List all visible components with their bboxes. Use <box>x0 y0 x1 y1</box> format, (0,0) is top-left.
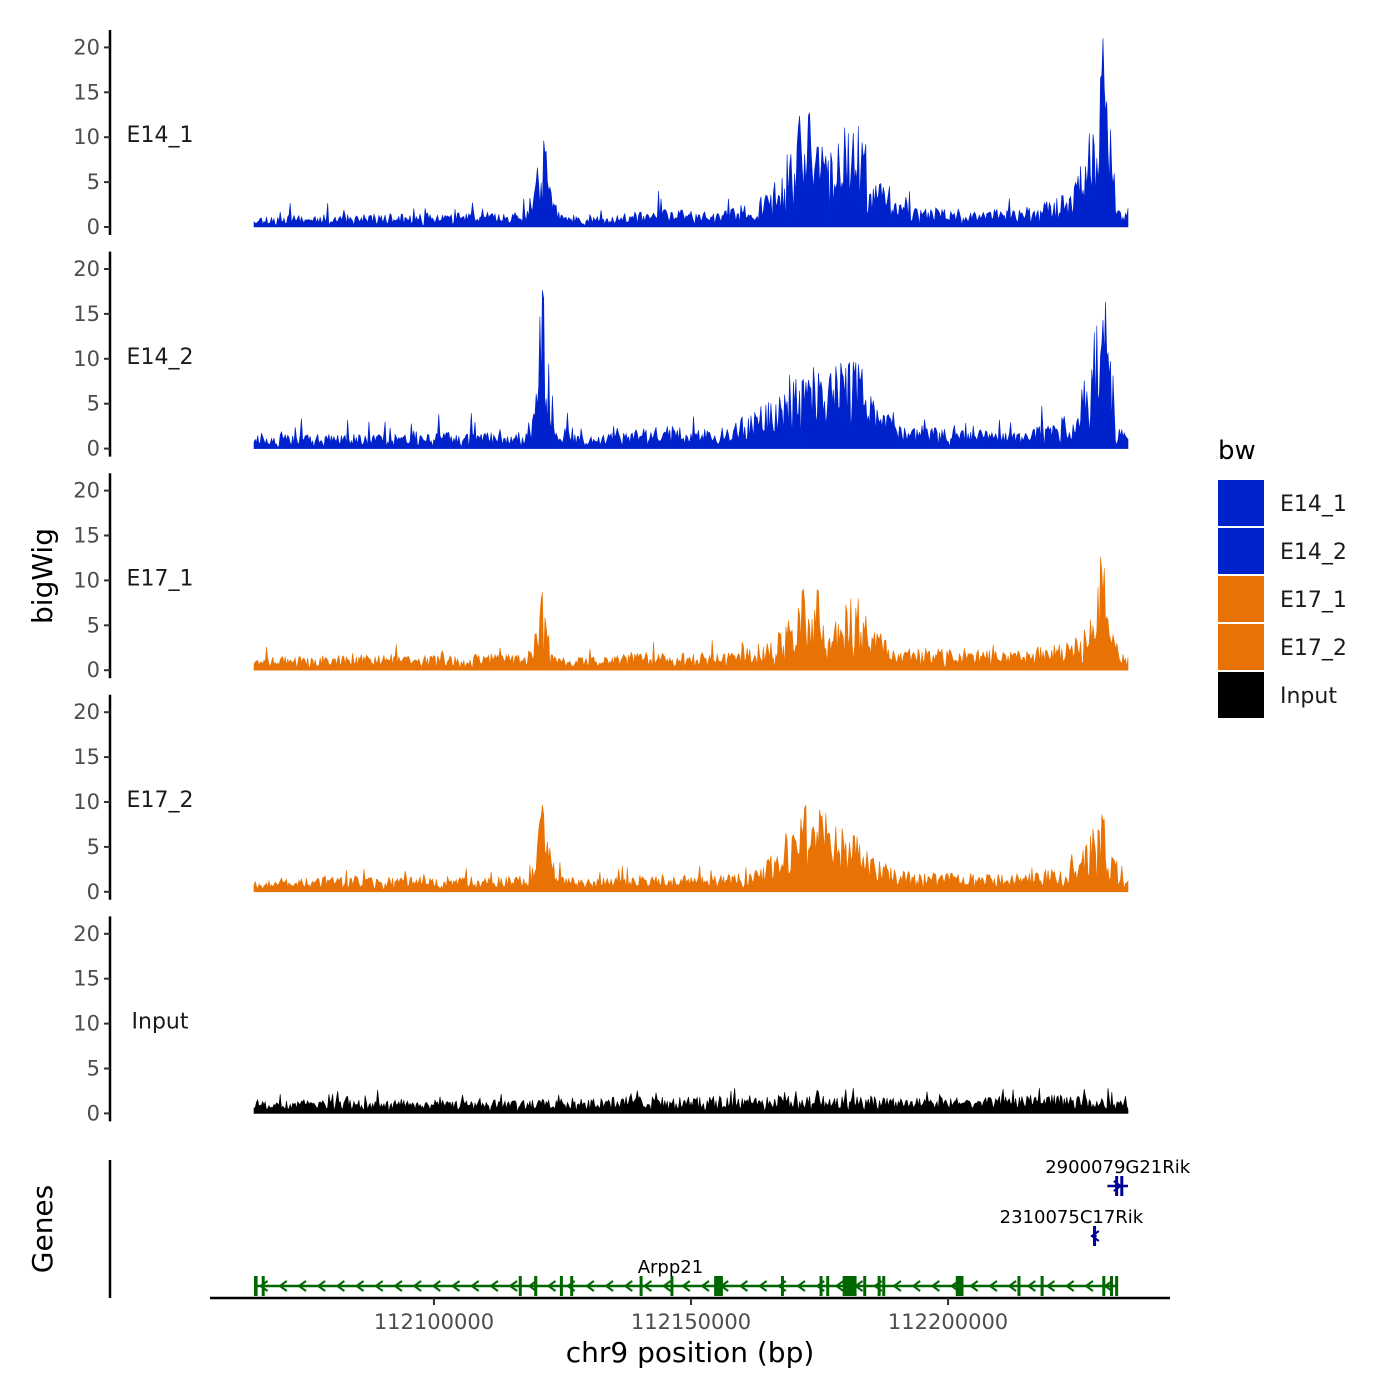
exon <box>670 1276 673 1296</box>
exon <box>1102 1276 1105 1296</box>
exon <box>781 1276 784 1296</box>
y-axis-title: bigWig <box>26 528 59 624</box>
gene-label: 2900079G21Rik <box>1045 1157 1191 1178</box>
x-tick-label: 112200000 <box>888 1310 1008 1334</box>
y-tick-label: 20 <box>73 257 100 281</box>
y-tick-label: 20 <box>73 35 100 59</box>
exon <box>519 1276 522 1296</box>
track-e17_2: 0 5 10 15 20 E17_2 <box>73 695 1128 904</box>
exon <box>1041 1276 1044 1296</box>
exon <box>826 1276 829 1296</box>
y-tick-label: 0 <box>87 880 100 904</box>
exon <box>956 1276 964 1296</box>
exon <box>878 1276 881 1296</box>
exon <box>640 1276 643 1296</box>
x-axis-title: chr9 position (bp) <box>566 1336 815 1369</box>
y-tick-label: 5 <box>87 170 100 194</box>
genes-panel: Arpp21 2310075C17Rik 2900079G21Rik <box>110 1157 1191 1298</box>
y-tick-label: 0 <box>87 215 100 239</box>
legend-swatch <box>1218 576 1264 622</box>
exon <box>1115 1276 1118 1296</box>
gene-label: 2310075C17Rik <box>1000 1207 1144 1228</box>
exon <box>560 1276 563 1296</box>
track-e14_1: 0 5 10 15 20 E14_1 <box>73 30 1128 239</box>
legend: bw E14_1 E14_2 E17_1 E17_2 Input <box>1218 436 1347 718</box>
exon <box>254 1276 258 1296</box>
y-tick-label: 20 <box>73 479 100 503</box>
exon <box>1110 1276 1113 1296</box>
y-tick-label: 15 <box>73 524 100 548</box>
exon <box>843 1276 857 1296</box>
y-tick-label: 15 <box>73 745 100 769</box>
gene-arpp21: Arpp21 <box>254 1257 1118 1296</box>
track-input: 0 5 10 15 20 Input <box>73 916 1128 1125</box>
coverage-tracks: 05101520E14_105101520E14_205101520E17_10… <box>73 30 1128 1125</box>
y-tick-label: 15 <box>73 967 100 991</box>
y-tick-label: 0 <box>87 1101 100 1125</box>
legend-label: E17_1 <box>1280 588 1347 613</box>
y-tick-label: 20 <box>73 922 100 946</box>
legend-swatch <box>1218 480 1264 526</box>
legend-swatch <box>1218 528 1264 574</box>
panel-label: E17_1 <box>127 566 194 591</box>
y-tick-label: 15 <box>73 302 100 326</box>
coverage-area-e17_1 <box>254 557 1128 670</box>
exon <box>714 1276 723 1296</box>
legend-title: bw <box>1218 436 1256 466</box>
y-tick-label: 0 <box>87 437 100 461</box>
exon <box>1115 1176 1118 1196</box>
exon <box>262 1276 265 1296</box>
y-tick-label: 0 <box>87 658 100 682</box>
y-tick-label: 10 <box>73 347 100 371</box>
y-tick-label: 10 <box>73 125 100 149</box>
track-e17_1: 0 5 10 15 20 E17_1 <box>73 473 1128 682</box>
coverage-area-e14_2 <box>254 290 1128 448</box>
panel-label: E17_2 <box>127 788 194 813</box>
exon <box>820 1276 823 1296</box>
y-tick-label: 10 <box>73 568 100 592</box>
panel-label: E14_1 <box>127 123 194 148</box>
legend-label: Input <box>1280 684 1337 709</box>
y-tick-label: 5 <box>87 613 100 637</box>
coverage-area-input <box>254 1088 1128 1113</box>
exon <box>1120 1176 1123 1196</box>
y-tick-label: 5 <box>87 1057 100 1081</box>
panel-label: Input <box>132 1010 189 1035</box>
y-tick-label: 5 <box>87 835 100 859</box>
exon <box>534 1276 537 1296</box>
x-tick-label: 112100000 <box>374 1310 494 1334</box>
gene-label: Arpp21 <box>638 1257 703 1278</box>
legend-label: E17_2 <box>1280 636 1347 661</box>
y-tick-label: 20 <box>73 700 100 724</box>
genes-title: Genes <box>26 1185 59 1273</box>
exon <box>570 1276 573 1296</box>
x-tick-label: 112150000 <box>631 1310 751 1334</box>
coverage-area-e17_2 <box>254 805 1128 892</box>
exon <box>863 1276 866 1296</box>
x-axis: 112100000 112150000 112200000 <box>210 1298 1170 1334</box>
exon <box>1093 1226 1096 1246</box>
legend-label: E14_1 <box>1280 492 1347 517</box>
y-tick-label: 5 <box>87 392 100 416</box>
track-e14_2: 0 5 10 15 20 E14_2 <box>73 252 1128 461</box>
exon <box>882 1276 885 1296</box>
panel-label: E14_2 <box>127 345 194 370</box>
genome-browser-chart: 05101520E14_105101520E14_205101520E17_10… <box>0 0 1400 1400</box>
gene-2900079g21rik: 2900079G21Rik <box>1045 1157 1191 1196</box>
y-tick-label: 15 <box>73 80 100 104</box>
legend-swatch <box>1218 672 1264 718</box>
coverage-area-e14_1 <box>254 38 1128 227</box>
legend-label: E14_2 <box>1280 540 1347 565</box>
legend-swatch <box>1218 624 1264 670</box>
gene-2310075c17rik: 2310075C17Rik <box>1000 1207 1144 1246</box>
exon <box>1017 1276 1020 1296</box>
y-tick-label: 10 <box>73 1012 100 1036</box>
y-tick-label: 10 <box>73 790 100 814</box>
